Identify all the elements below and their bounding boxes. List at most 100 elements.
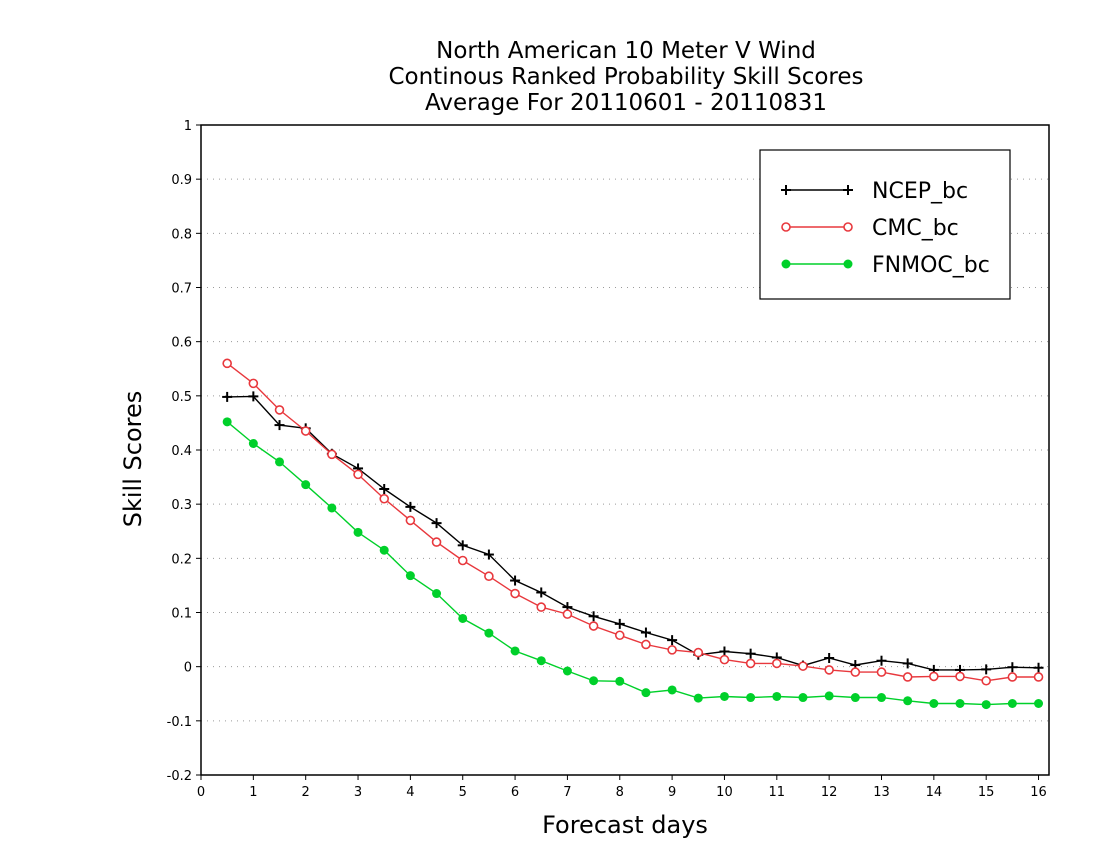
x-tick-label: 14 xyxy=(926,785,943,800)
y-tick-label: -0.2 xyxy=(167,769,192,784)
data-point xyxy=(981,700,991,710)
data-point xyxy=(222,391,233,402)
data-point xyxy=(431,537,442,547)
legend-label: FNMOC_bc xyxy=(872,253,990,278)
data-point xyxy=(798,693,808,703)
y-tick-label: 0.1 xyxy=(171,607,192,622)
x-tick-label: 13 xyxy=(873,785,890,800)
data-point xyxy=(640,627,651,638)
data-point xyxy=(745,658,756,669)
data-point xyxy=(615,676,625,686)
data-point xyxy=(379,484,390,494)
legend-marker xyxy=(843,259,853,269)
data-point xyxy=(1034,699,1044,708)
data-point xyxy=(902,672,913,682)
data-point xyxy=(667,635,678,646)
data-point xyxy=(248,439,258,448)
x-tick-label: 5 xyxy=(459,785,467,800)
y-tick-label: 0 xyxy=(184,661,192,676)
x-tick-label: 1 xyxy=(249,785,257,800)
data-point xyxy=(222,417,232,427)
axes: -0.2-0.100.10.20.30.40.50.60.70.80.910 1 2… xyxy=(119,119,1050,839)
series-cmc-bc xyxy=(222,358,1044,686)
data-point xyxy=(510,575,521,586)
legend-marker xyxy=(843,222,853,232)
data-point xyxy=(562,666,572,676)
legend: NCEP_bc CMC_bc FNMOC_bc xyxy=(759,149,1011,300)
data-point xyxy=(457,540,468,551)
data-point xyxy=(824,691,834,701)
x-tick-label: 7 xyxy=(563,785,571,800)
data-point xyxy=(248,378,259,389)
series-group xyxy=(222,358,1044,710)
data-point xyxy=(536,656,546,666)
data-point xyxy=(405,515,416,526)
data-point xyxy=(432,589,442,599)
data-point xyxy=(824,653,835,663)
data-point xyxy=(248,391,259,402)
y-tick-label: 0.6 xyxy=(171,336,192,351)
data-point xyxy=(484,571,494,582)
y-tick-label: 0.5 xyxy=(171,390,192,405)
data-point xyxy=(222,358,232,369)
data-point xyxy=(745,648,756,659)
data-point xyxy=(667,645,677,655)
x-tick-label: 11 xyxy=(769,785,786,800)
legend-marker xyxy=(781,222,791,232)
data-point xyxy=(353,527,363,537)
data-point xyxy=(719,691,729,701)
y-tick-label: 0.2 xyxy=(171,552,192,567)
legend-marker xyxy=(781,185,791,195)
data-point xyxy=(955,671,965,682)
data-point xyxy=(405,501,416,512)
y-tick-label: 1 xyxy=(184,119,192,134)
data-point xyxy=(301,480,311,490)
data-point xyxy=(614,630,625,641)
data-point xyxy=(798,661,808,671)
x-tick-label: 6 xyxy=(511,785,519,800)
series-fnmoc-bc xyxy=(222,417,1044,710)
y-tick-label: 0.7 xyxy=(171,282,192,297)
data-point xyxy=(614,618,625,629)
data-point xyxy=(641,688,651,698)
data-point xyxy=(483,549,494,560)
data-point xyxy=(1007,699,1017,708)
data-point xyxy=(275,457,285,467)
chart-title-line: Continous Ranked Probability Skill Score… xyxy=(388,64,863,90)
data-point xyxy=(457,555,468,566)
data-point xyxy=(588,621,599,631)
data-point xyxy=(850,667,861,677)
x-tick-label: 4 xyxy=(406,785,414,800)
data-point xyxy=(300,426,311,436)
data-point xyxy=(458,613,468,623)
legend-marker xyxy=(781,259,791,269)
data-point xyxy=(903,696,913,706)
x-tick-label: 0 xyxy=(197,785,205,800)
data-point xyxy=(484,628,494,638)
legend-box xyxy=(759,149,1011,300)
data-point xyxy=(1033,662,1044,673)
y-tick-label: 0.9 xyxy=(171,173,192,188)
legend-label: CMC_bc xyxy=(872,216,959,241)
data-point xyxy=(955,699,965,708)
y-tick-label: 0.4 xyxy=(171,444,192,459)
x-tick-label: 12 xyxy=(821,785,838,800)
data-point xyxy=(876,667,887,677)
data-point xyxy=(1033,672,1044,682)
series-ncep-bc xyxy=(222,391,1044,675)
data-point xyxy=(667,685,677,695)
data-point xyxy=(981,675,991,686)
data-point xyxy=(431,518,442,529)
x-tick-label: 8 xyxy=(616,785,624,800)
data-point xyxy=(981,664,992,675)
y-axis-label: Skill Scores xyxy=(119,391,147,528)
x-tick-label: 16 xyxy=(1030,785,1047,800)
data-point xyxy=(379,545,389,555)
data-point xyxy=(536,602,547,612)
legend-label: NCEP_bc xyxy=(872,179,968,204)
data-point xyxy=(641,639,651,650)
x-tick-label: 9 xyxy=(668,785,676,800)
data-point xyxy=(510,588,520,599)
